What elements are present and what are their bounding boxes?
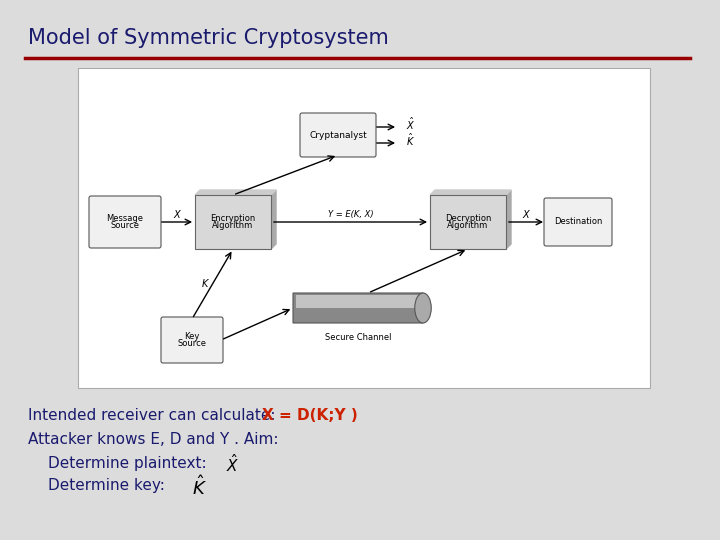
FancyBboxPatch shape [78, 68, 650, 388]
Text: Y = E(K, X): Y = E(K, X) [328, 210, 373, 219]
FancyBboxPatch shape [296, 295, 420, 308]
Text: Attacker knows E, D and Y . Aim:: Attacker knows E, D and Y . Aim: [28, 432, 279, 447]
Text: $\hat{K}$: $\hat{K}$ [406, 132, 415, 148]
Text: Cryptanalyst: Cryptanalyst [309, 131, 367, 139]
FancyBboxPatch shape [300, 113, 376, 157]
Text: Intended receiver can calculate:: Intended receiver can calculate: [28, 408, 285, 423]
Text: Determine plaintext:: Determine plaintext: [48, 456, 207, 471]
Polygon shape [430, 190, 511, 195]
Text: $\hat{K}$: $\hat{K}$ [192, 475, 207, 499]
Text: Source: Source [110, 221, 140, 230]
FancyBboxPatch shape [544, 198, 612, 246]
Text: Source: Source [178, 339, 207, 348]
Text: Model of Symmetric Cryptosystem: Model of Symmetric Cryptosystem [28, 28, 389, 48]
Text: Destination: Destination [554, 218, 602, 226]
FancyBboxPatch shape [89, 196, 161, 248]
Text: Encryption: Encryption [210, 214, 256, 222]
FancyBboxPatch shape [430, 195, 506, 249]
Polygon shape [195, 190, 276, 195]
Polygon shape [271, 190, 276, 249]
FancyBboxPatch shape [195, 195, 271, 249]
Text: K: K [202, 279, 208, 289]
Text: Algorithm: Algorithm [212, 221, 253, 230]
Text: Key: Key [184, 332, 199, 341]
Ellipse shape [415, 293, 431, 323]
Polygon shape [506, 190, 511, 249]
Text: Decryption: Decryption [445, 214, 491, 222]
Text: X = D(K;Y ): X = D(K;Y ) [262, 408, 358, 423]
Text: $\hat{X}$: $\hat{X}$ [226, 453, 239, 475]
Text: Algorithm: Algorithm [447, 221, 489, 230]
Text: X: X [523, 210, 529, 220]
Text: Determine key:: Determine key: [48, 478, 165, 493]
FancyBboxPatch shape [161, 317, 223, 363]
Text: X: X [174, 210, 180, 220]
Text: Secure Channel: Secure Channel [325, 333, 391, 342]
Text: $\hat{X}$: $\hat{X}$ [406, 116, 415, 132]
Text: Message: Message [107, 214, 143, 222]
FancyBboxPatch shape [293, 293, 423, 323]
